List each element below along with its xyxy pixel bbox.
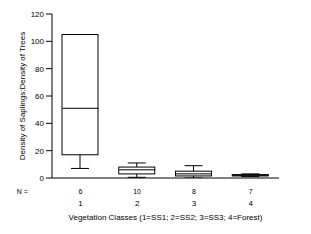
svg-text:10: 10 (133, 188, 141, 195)
svg-text:1: 1 (78, 199, 83, 208)
svg-text:4: 4 (248, 199, 253, 208)
svg-text:6: 6 (78, 188, 82, 195)
svg-text:Density of Saplings:Density of: Density of Saplings:Density of Trees (18, 32, 27, 161)
svg-text:8: 8 (192, 188, 196, 195)
svg-text:120: 120 (31, 10, 45, 19)
svg-text:N =: N = (17, 188, 28, 195)
svg-text:3: 3 (192, 199, 197, 208)
svg-text:2: 2 (135, 199, 140, 208)
svg-text:0: 0 (40, 174, 45, 183)
svg-text:100: 100 (31, 37, 45, 46)
svg-text:7: 7 (249, 188, 253, 195)
svg-text:Vegetation Classes (1=SS1; 2=S: Vegetation Classes (1=SS1; 2=SS2; 3=SS3;… (69, 213, 263, 222)
svg-text:60: 60 (35, 92, 44, 101)
svg-text:20: 20 (35, 147, 44, 156)
svg-text:80: 80 (35, 65, 44, 74)
svg-text:40: 40 (35, 119, 44, 128)
